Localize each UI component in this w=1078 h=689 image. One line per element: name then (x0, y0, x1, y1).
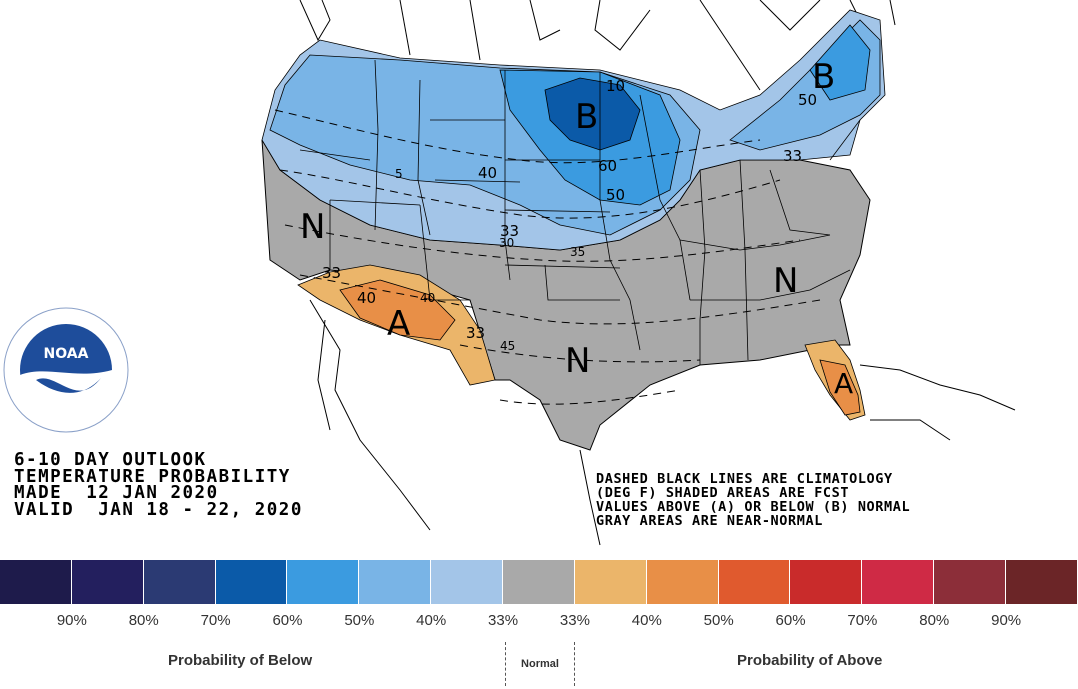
legend-percent-label: 33% (559, 612, 590, 629)
legend-swatch (934, 560, 1007, 604)
contour-label: 33 (466, 324, 485, 342)
title-line-1: 6-10 DAY OUTLOOK (14, 450, 207, 470)
contour-label: 60 (598, 157, 617, 175)
border-lines (299, 0, 1016, 546)
contour-label: 35 (570, 245, 585, 259)
contour-label: 33 (322, 264, 341, 282)
legend-swatch (431, 560, 504, 604)
noaa-logo-text: NOAA (44, 346, 89, 362)
legend-percent-label: 70% (200, 612, 231, 629)
legend-normal-caption: Normal (505, 642, 575, 686)
note-line-4: GRAY AREAS ARE NEAR-NORMAL (596, 513, 823, 529)
title-line-4: VALID JAN 18 - 22, 2020 (14, 499, 303, 520)
contour-label: 33 (500, 222, 519, 240)
legend-swatch (862, 560, 935, 604)
legend-percent-label: 50% (703, 612, 734, 629)
legend-swatch (0, 560, 72, 604)
legend-percent-label: 80% (919, 612, 950, 629)
contour-label: 40 (357, 289, 376, 307)
region-below-60 (544, 77, 641, 151)
map-label-a-southwest: A (387, 304, 410, 344)
legend-below-caption: Probability of Below (168, 652, 313, 669)
contour-label: 50 (798, 91, 817, 109)
note-line-3: VALUES ABOVE (A) OR BELOW (B) NORMAL (596, 499, 911, 515)
legend-above-caption: Probability of Above (737, 652, 883, 669)
map-label-n-west: N (300, 207, 325, 247)
map-label-n-southeast: N (773, 261, 798, 301)
contour-label: 30 (499, 236, 514, 250)
map-label-n-texas: N (565, 341, 590, 381)
probability-legend: 90% 80% 70% 60% 50% 40% 33% 33% 40% 50% 60% 70% 80% 9… (0, 560, 1078, 689)
contour-label: 50 (606, 186, 625, 204)
contour-label: 40 (478, 164, 497, 182)
legend-percent-label: 50% (344, 612, 375, 629)
outlook-title: 6-10 DAY OUTLOOK TEMPERATURE PROBABILITY M… (14, 452, 303, 518)
state-lines (299, 59, 861, 365)
noaa-logo: NOAA (3, 307, 129, 433)
outlook-map: B B A A N N N 10 40 60 50 33 30 35 33 40… (3, 0, 1016, 546)
title-line-2: TEMPERATURE PROBABILITY (14, 466, 291, 487)
map-label-a-florida: A (834, 367, 853, 400)
contour-label: 40 (420, 291, 435, 305)
legend-percent-label: 90% (991, 612, 1022, 629)
region-above-40-sw (339, 279, 456, 341)
legend-percent-label: 60% (272, 612, 303, 629)
legend-percent-label: 70% (847, 612, 878, 629)
contour-label: 5 (395, 167, 403, 181)
legend-percent-label: 80% (128, 612, 159, 629)
legend-swatch (718, 560, 791, 604)
map-label-b-new-england: B (812, 57, 835, 97)
legend-swatch (503, 560, 575, 604)
legend-swatch (143, 560, 216, 604)
note-line-1: DASHED BLACK LINES ARE CLIMATOLOGY (596, 471, 893, 487)
legend-percent-label: 90% (56, 612, 87, 629)
legend-percent-label: 60% (775, 612, 806, 629)
legend-color-bar (0, 560, 1078, 604)
legend-swatch (1006, 560, 1078, 604)
legend-percent-label: 40% (631, 612, 662, 629)
legend-swatch (359, 560, 432, 604)
legend-swatch (574, 560, 647, 604)
contour-label: 33 (783, 147, 802, 165)
climatology-lines (274, 109, 821, 405)
legend-swatch (790, 560, 863, 604)
legend-percent-label: 40% (416, 612, 447, 629)
title-line-3: MADE 12 JAN 2020 (14, 483, 219, 503)
map-label-b-upper-midwest: B (575, 97, 598, 137)
region-above-40-fl (819, 359, 861, 416)
legend-swatch (646, 560, 719, 604)
contour-label: 45 (500, 339, 515, 353)
legend-swatch (215, 560, 288, 604)
legend-swatch (71, 560, 144, 604)
legend-percent-label: 33% (488, 612, 519, 629)
legend-swatch (287, 560, 360, 604)
contour-label: 10 (606, 77, 625, 95)
legend-note: DASHED BLACK LINES ARE CLIMATOLOGY (DEG F… (596, 472, 910, 528)
note-line-2: (DEG F) SHADED AREAS ARE FCST (596, 485, 850, 501)
